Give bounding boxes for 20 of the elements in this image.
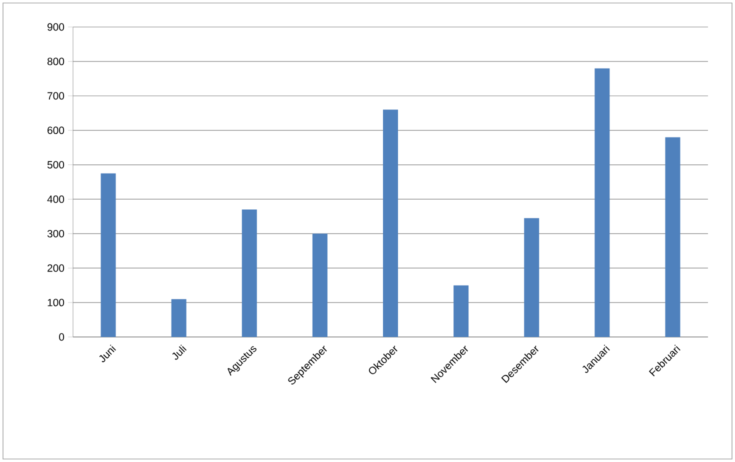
y-tick-label: 900: [48, 23, 64, 31]
bar: [383, 110, 398, 337]
bar: [242, 210, 257, 337]
bar: [665, 137, 680, 337]
y-tick-label: 300: [47, 230, 64, 238]
y-tick-label: 600: [48, 126, 64, 134]
x-tick-label: Juli: [172, 344, 187, 360]
y-tick-label: 100: [48, 298, 64, 306]
bar: [171, 299, 186, 337]
bar: [100, 173, 116, 337]
y-tick-label: 800: [47, 58, 64, 66]
bar: [524, 218, 540, 337]
bar: [312, 234, 328, 337]
y-tick-label: 0: [59, 333, 64, 341]
bar: [594, 68, 610, 337]
y-tick-label: 700: [48, 92, 64, 100]
y-tick-label: 400: [47, 196, 64, 203]
bar: [454, 285, 469, 337]
y-tick-label: 200: [48, 264, 64, 272]
y-tick-label: 500: [47, 161, 64, 168]
